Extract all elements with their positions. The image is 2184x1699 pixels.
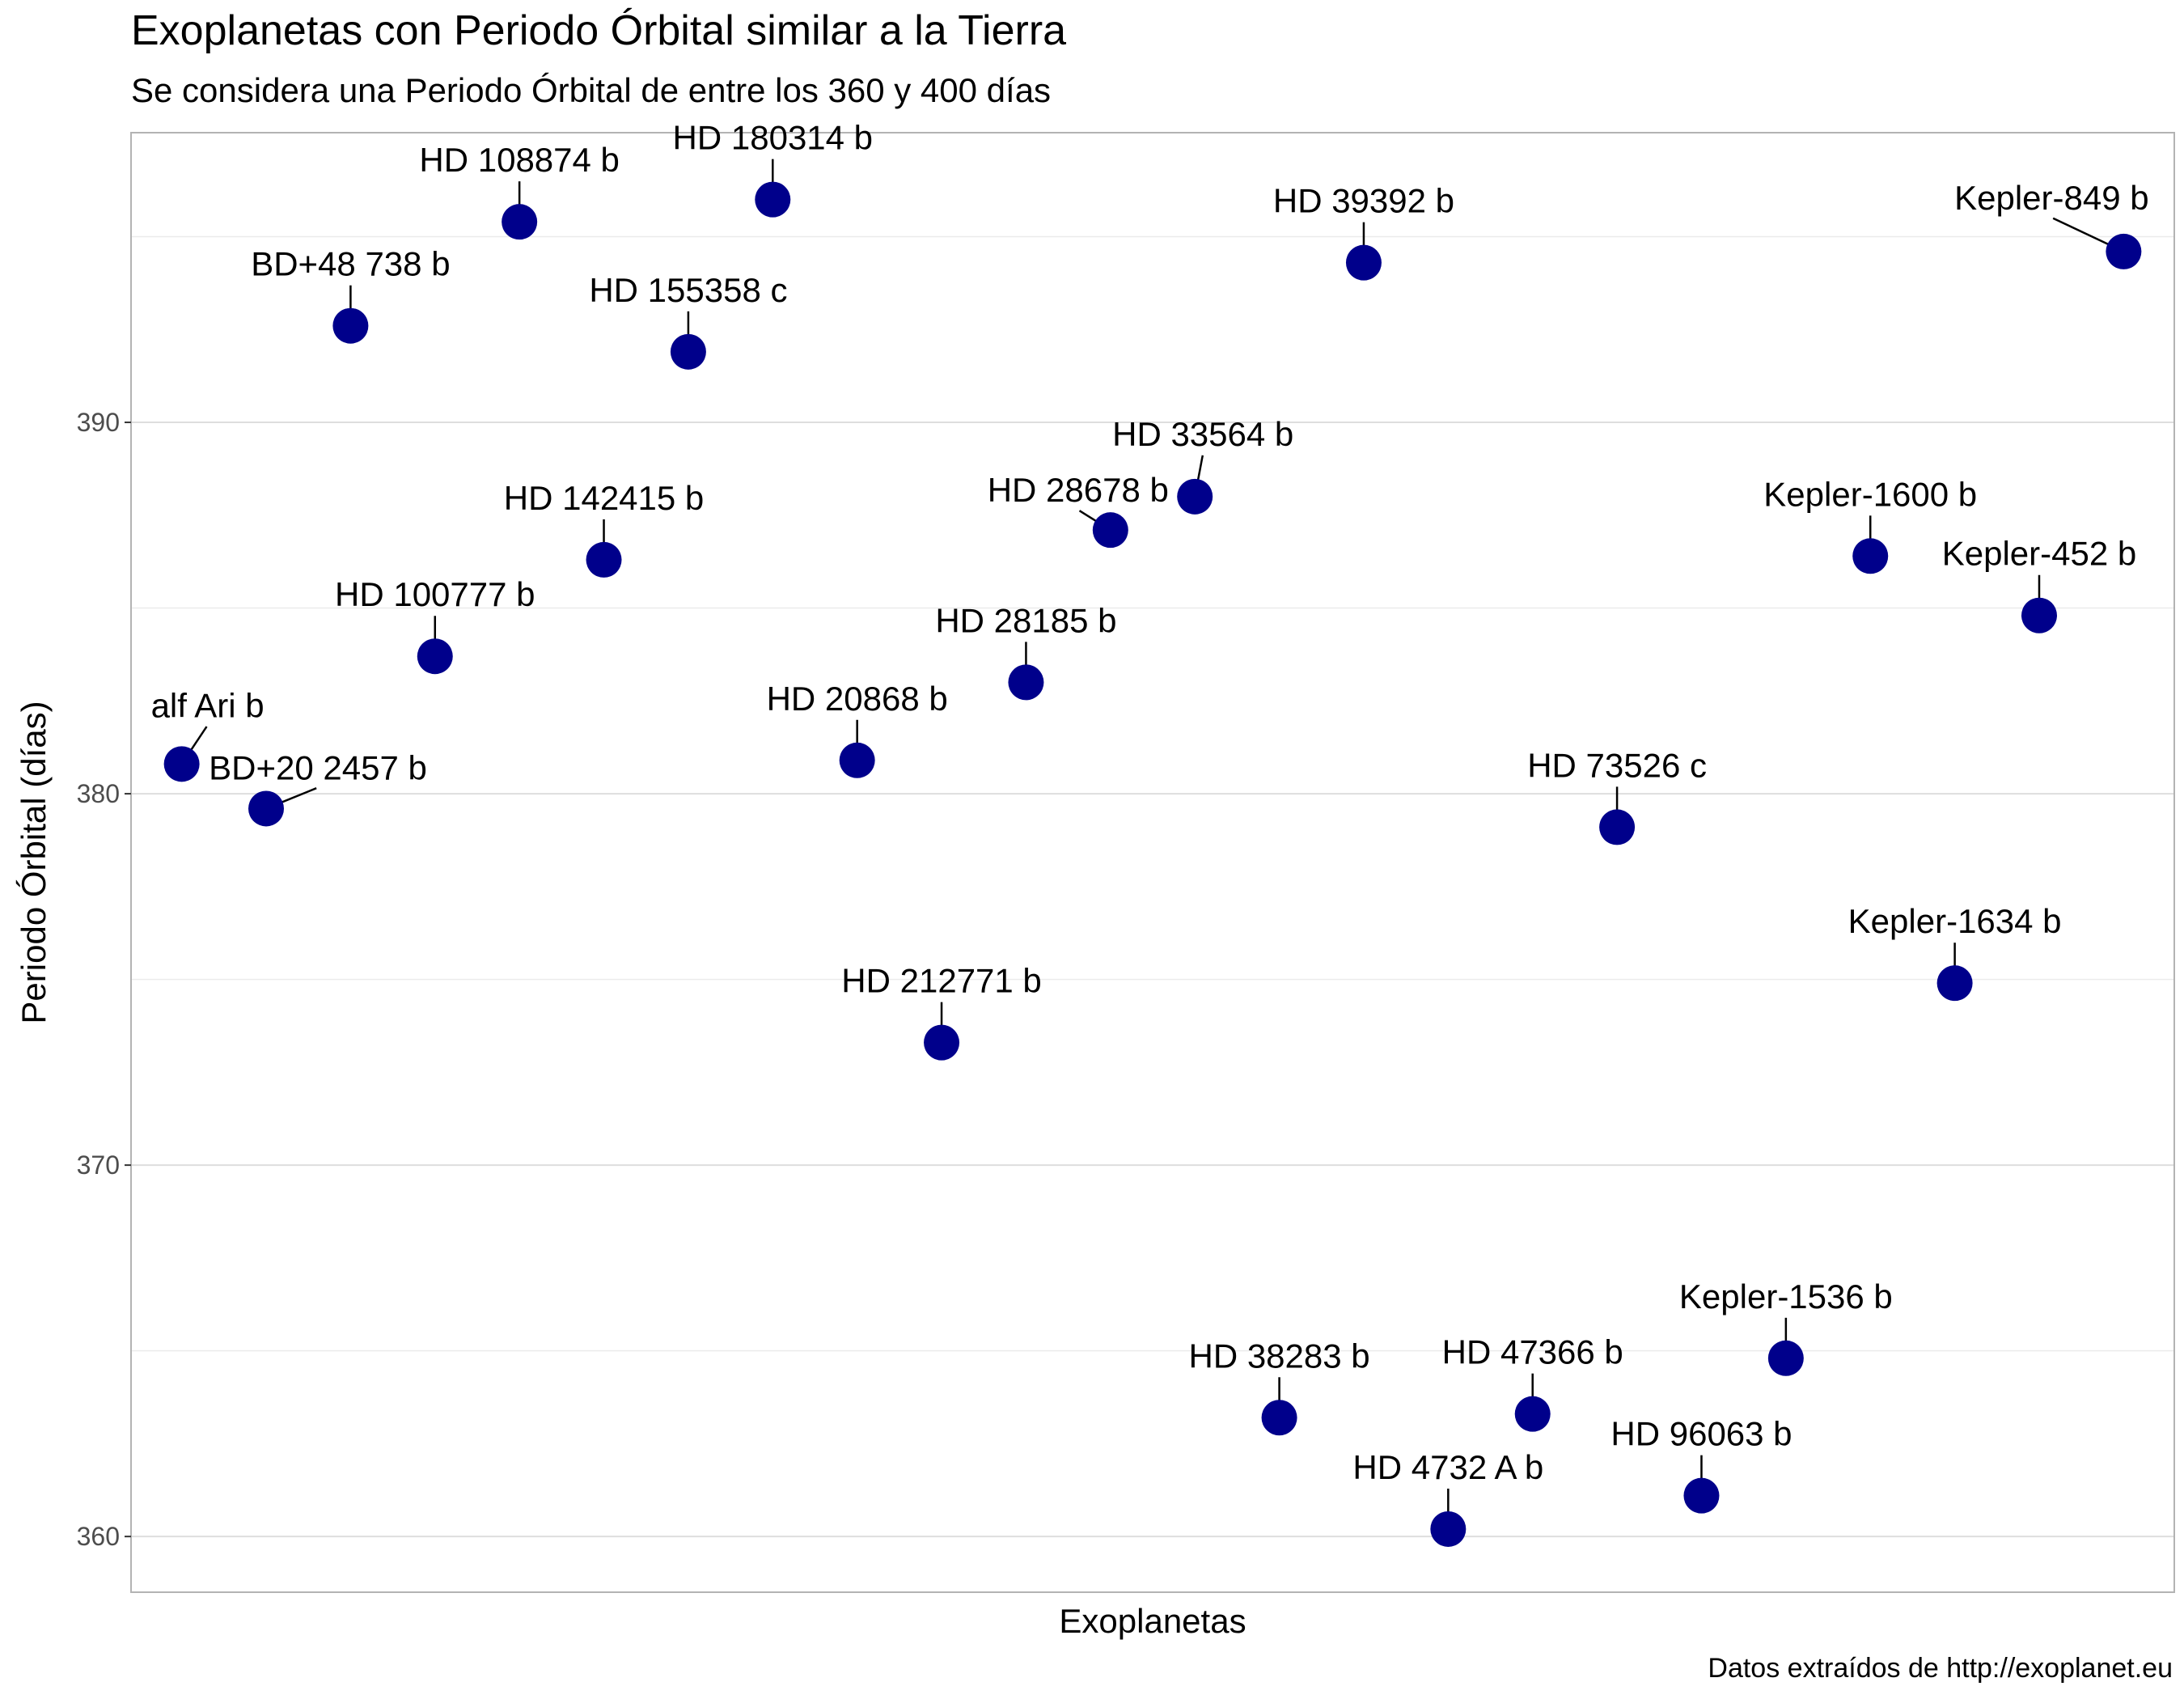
point-hd-28678-b [1092,512,1128,549]
gridlines [131,235,2174,1538]
point-label-hd-38283-b: HD 38283 b [1188,1337,1369,1375]
point-kepler-452-b [2021,597,2057,633]
point-hd-73526-c [1599,809,1636,845]
point-label-hd-28185-b: HD 28185 b [935,601,1116,639]
point-hd-212771-b [924,1024,960,1061]
point-label-kepler-1600-b: Kepler-1600 b [1763,475,1977,513]
point-kepler-1600-b [1852,538,1889,574]
point-hd-38283-b [1261,1400,1297,1436]
point-label-hd-212771-b: HD 212771 b [841,962,1042,1000]
point-hd-47366-b [1514,1396,1551,1432]
point-label-hd-39392-b: HD 39392 b [1273,182,1454,220]
point-kepler-849-b [2106,233,2142,269]
point-labels: alf Ari b BD+20 2457 b BD+48 738 b HD 10077… [151,119,2149,1486]
chart-subtitle: Se considera una Periodo Órbital de entr… [131,71,1052,109]
point-kepler-1536-b [1767,1340,1804,1376]
chart-title: Exoplanetas con Periodo Órbital similar … [131,7,1067,54]
point-hd-100777-b [417,638,453,675]
point-label-hd-73526-c: HD 73526 c [1527,746,1707,784]
point-kepler-1634-b [1936,965,1973,1002]
leader-line-kepler-849-b [2052,217,2117,249]
point-hd-155358-c [670,333,706,370]
point-hd-28185-b [1008,664,1044,701]
point-label-hd-20868-b: HD 20868 b [767,680,948,718]
point-alf-ari-b [163,746,200,782]
point-hd-180314-b [755,181,791,218]
point-hd-33564-b [1177,478,1213,515]
point-label-kepler-1536-b: Kepler-1536 b [1679,1277,1893,1316]
point-label-hd-96063-b: HD 96063 b [1610,1415,1792,1453]
point-label-kepler-452-b: Kepler-452 b [1942,535,2137,573]
point-label-hd-142415-b: HD 142415 b [504,479,705,517]
chart-caption: Datos extraídos de http://exoplanet.eu [1708,1653,2173,1684]
data-points [163,181,2142,1547]
point-label-hd-28678-b: HD 28678 b [988,471,1169,509]
point-label-kepler-1634-b: Kepler-1634 b [1848,902,2062,940]
point-bd-20-2457-b [248,790,285,827]
point-label-alf-ari-b: alf Ari b [151,686,265,724]
point-label-hd-108874-b: HD 108874 b [419,141,620,179]
y-tick-label: 360 [77,1522,120,1551]
point-label-hd-155358-c: HD 155358 c [589,271,787,309]
point-label-hd-47366-b: HD 47366 b [1442,1333,1623,1371]
y-tick-label: 380 [77,779,120,808]
point-hd-4732-a-b [1430,1510,1467,1547]
point-label-hd-100777-b: HD 100777 b [335,575,535,613]
point-hd-20868-b [839,742,875,778]
label-leader-lines [185,159,2117,1521]
point-hd-39392-b [1345,244,1382,281]
point-hd-142415-b [586,541,622,578]
point-bd-48-738-b [332,307,369,344]
point-label-hd-180314-b: HD 180314 b [673,119,874,157]
point-label-hd-33564-b: HD 33564 b [1112,415,1293,453]
y-tick-label: 390 [77,408,120,437]
point-label-hd-4732-a-b: HD 4732 A b [1352,1448,1543,1486]
point-label-kepler-849-b: Kepler-849 b [1954,179,2149,217]
panel-border [130,132,2175,1593]
point-label-bd-20-2457-b: BD+20 2457 b [209,748,427,786]
y-tick-label: 370 [77,1150,120,1180]
point-label-bd-48-738-b: BD+48 738 b [251,245,450,283]
point-hd-96063-b [1683,1477,1720,1514]
y-axis-ticks: 360 370 380 390 [77,408,131,1551]
y-axis-title: Periodo Órbital (días) [15,701,53,1023]
x-axis-title: Exoplanetas [1059,1602,1246,1640]
point-hd-108874-b [502,204,538,240]
